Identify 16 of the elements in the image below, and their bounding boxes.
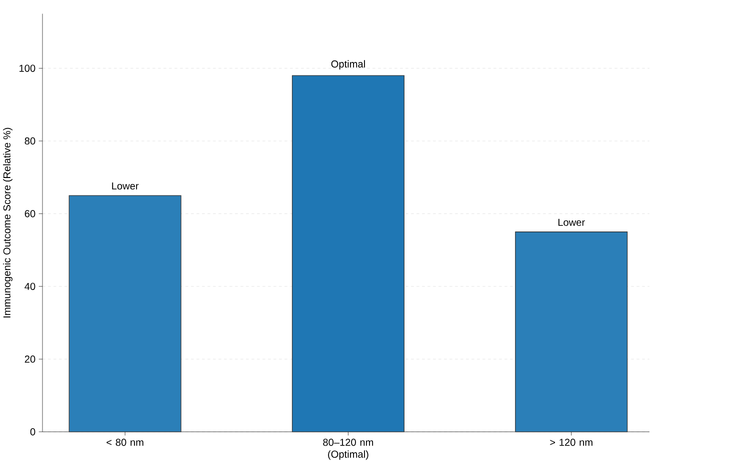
bar: [292, 75, 404, 432]
data-label: Optimal: [331, 60, 365, 70]
x-tick-label: > 120 nm: [550, 438, 592, 446]
y-axis-title: Immunogenic Outcome Score (Relative %): [3, 128, 12, 318]
data-label: Lower: [112, 182, 139, 190]
y-tick-label: 100: [20, 64, 36, 72]
bar: [515, 231, 628, 432]
y-tick-label: 0: [30, 428, 36, 436]
x-tick-label: < 80 nm: [106, 438, 144, 446]
data-label: Lower: [558, 218, 585, 226]
x-tick-label: 80–120 nm (Optimal): [323, 438, 374, 460]
y-tick-label: 40: [24, 282, 36, 290]
y-tick-label: 60: [24, 210, 36, 218]
bar: [68, 195, 182, 432]
y-tick-label: 80: [24, 137, 36, 144]
y-tick-label: 20: [24, 355, 36, 363]
